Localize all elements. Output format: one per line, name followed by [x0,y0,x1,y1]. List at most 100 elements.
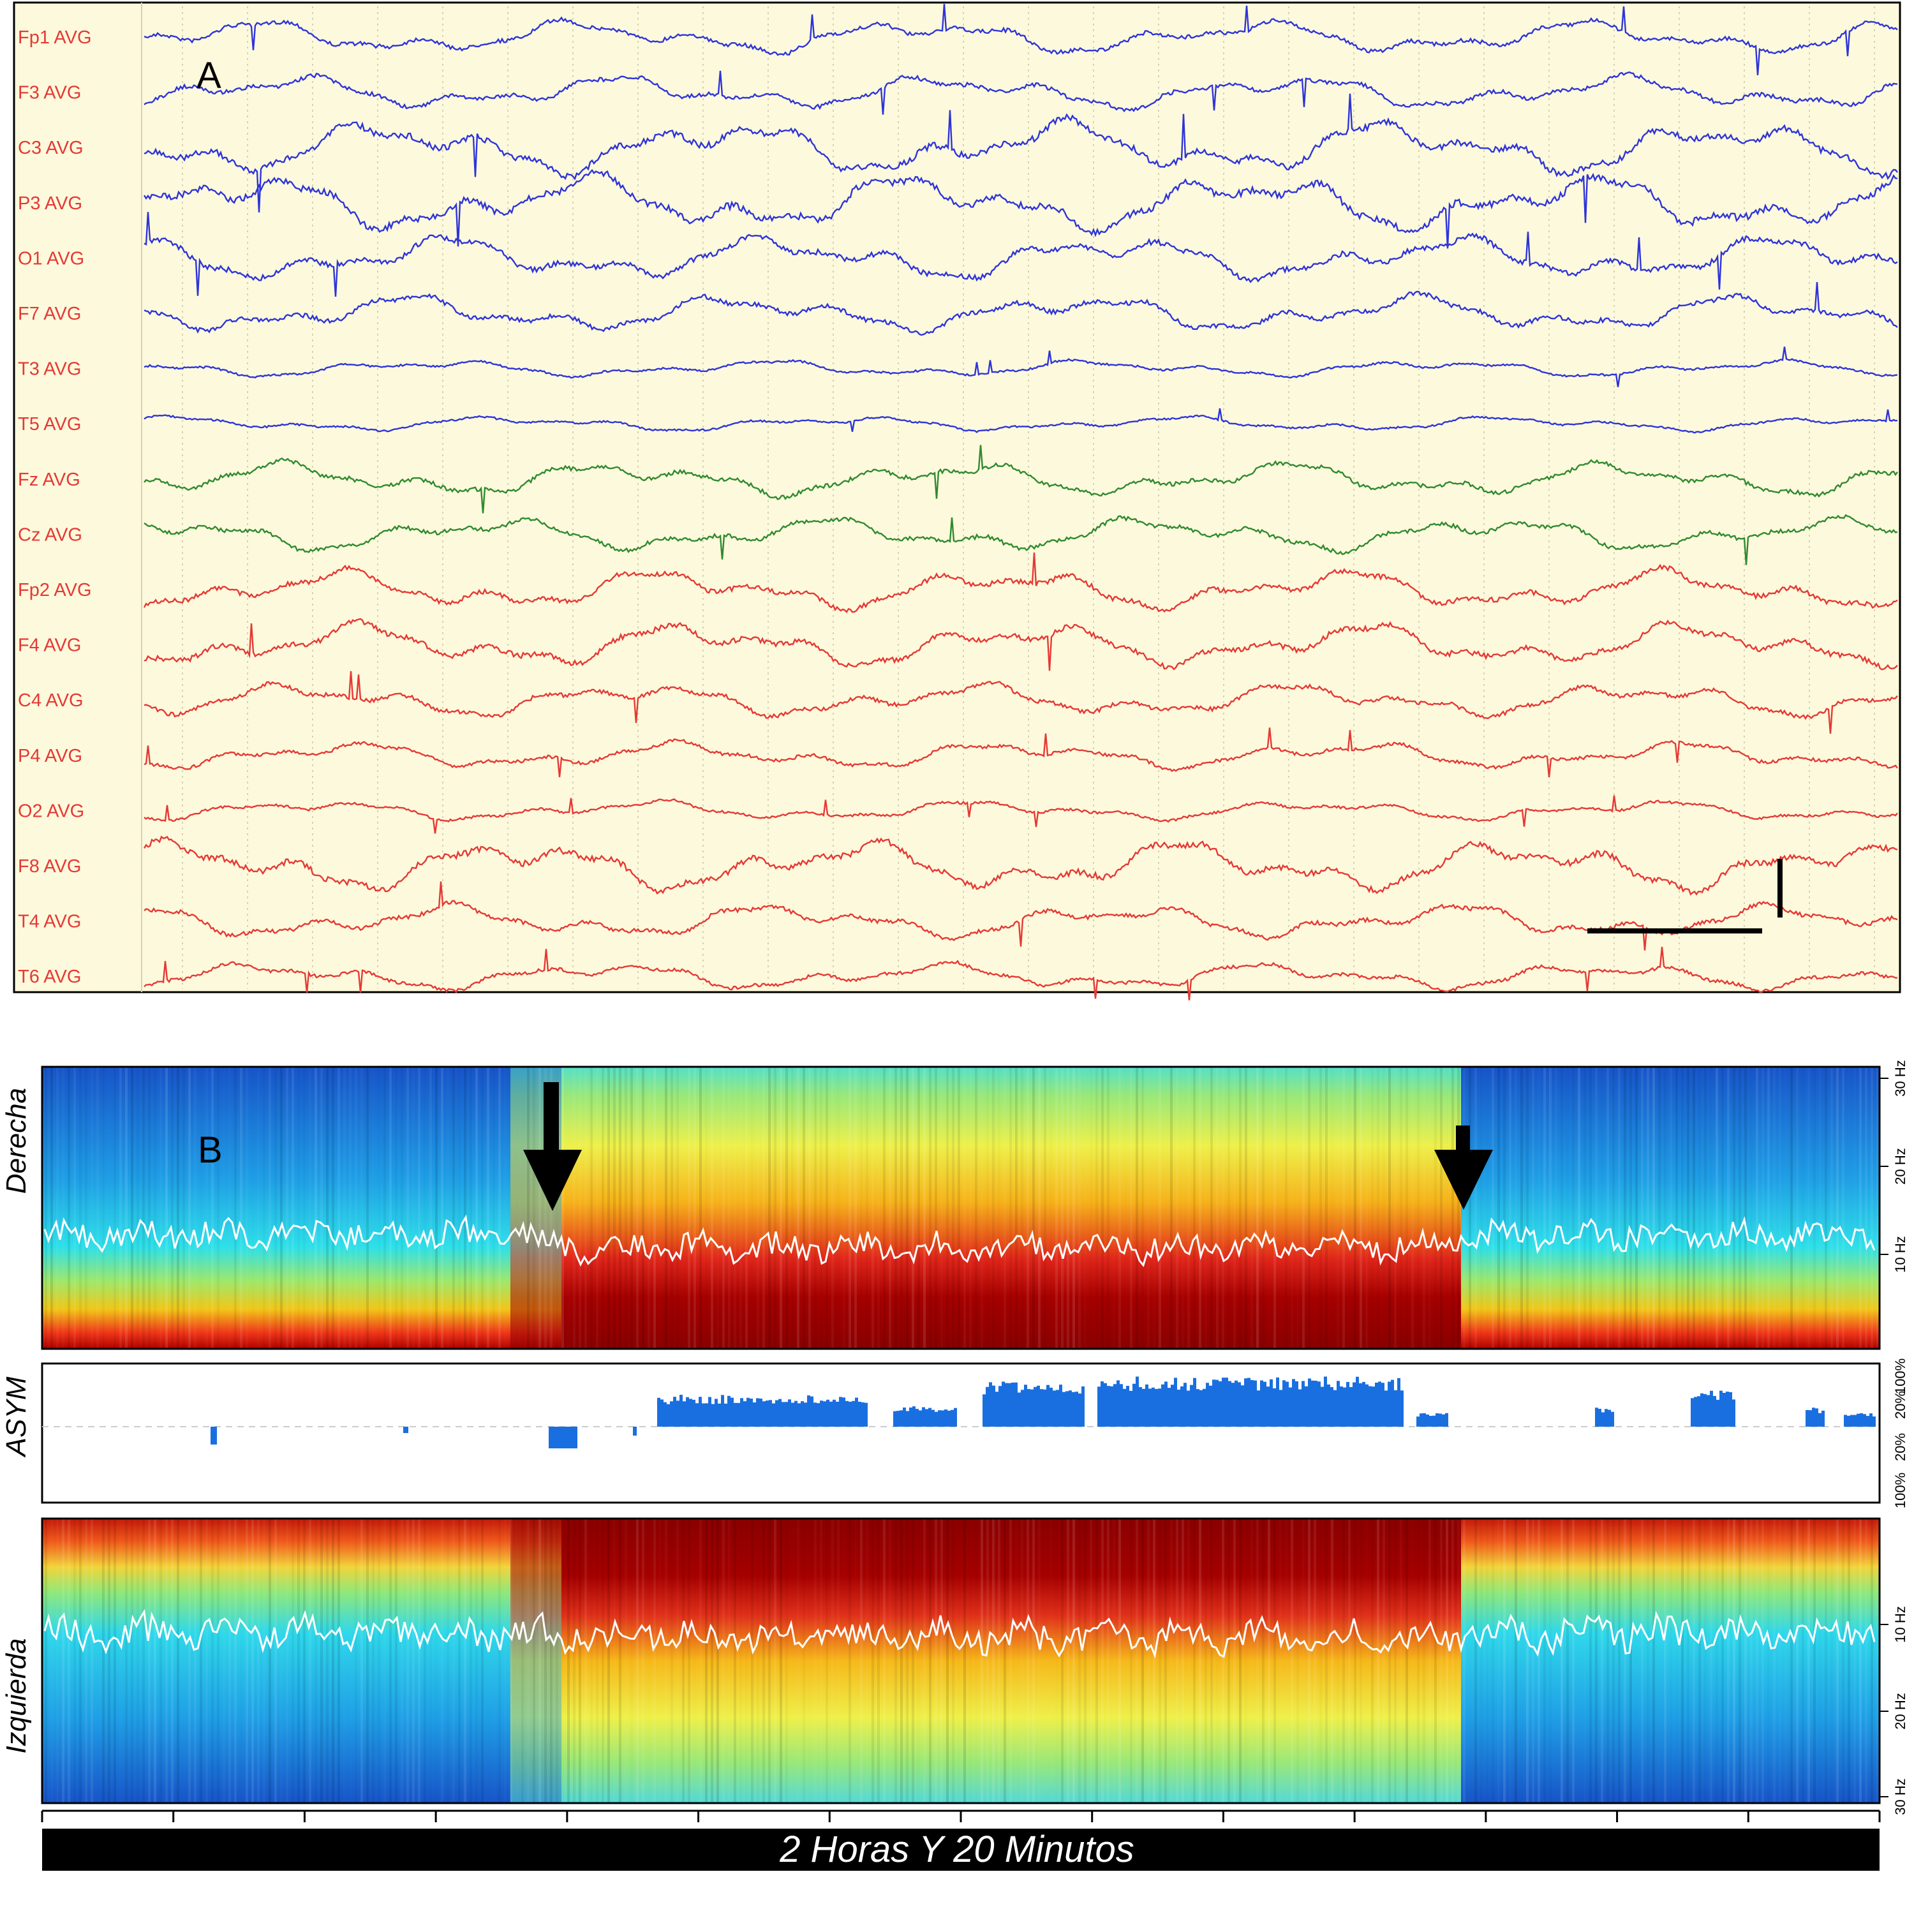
channel-label: T5 AVG [18,414,81,435]
spectrogram-column [544,1519,547,1803]
spectrogram-column [1773,1519,1776,1803]
spectrogram-column [1773,1067,1776,1349]
spectrogram-column [1595,1067,1598,1349]
spectrogram-column [1710,1519,1712,1803]
spectrogram-column [1365,1067,1368,1349]
spectrogram-column [1055,1067,1058,1349]
spectrogram-column [1704,1519,1707,1803]
seizure-onset-arrow [523,1082,582,1211]
spectrogram-column [1601,1519,1603,1803]
spectrogram-column [1744,1519,1747,1803]
spectrogram-column [1273,1519,1276,1803]
spectrogram-column [343,1067,346,1349]
spectrogram-column [1291,1519,1293,1803]
spectrogram-column [1072,1519,1075,1803]
spectrogram-column [1388,1519,1391,1803]
spectrogram-column [114,1067,116,1349]
spectrogram-column [274,1067,277,1349]
spectrogram-column [906,1067,909,1349]
eeg-traces [143,4,1898,1000]
spectrogram-column [441,1067,443,1349]
spectrogram-column [1130,1067,1132,1349]
spectrogram-column [406,1519,409,1803]
spectrogram-column [1176,1067,1178,1349]
eeg-trace [144,93,1898,212]
spectrogram-column [1572,1519,1575,1803]
eeg-trace [144,70,1898,115]
spectrogram-column [355,1519,357,1803]
spectrogram-column [975,1519,977,1803]
spectrogram-column [872,1067,874,1349]
spectrogram-column [447,1067,449,1349]
spectrogram-column [1727,1519,1730,1803]
spectrogram-column [1205,1067,1207,1349]
spectrogram-column [1331,1067,1333,1349]
spectrogram-column [493,1067,495,1349]
spectrogram-column [952,1067,954,1349]
spectrogram-column [1635,1067,1638,1349]
spectrogram-column [349,1519,352,1803]
spectrogram-column [963,1067,966,1349]
spectrogram-column [1354,1067,1356,1349]
spectrogram-column [757,1067,759,1349]
spectrogram-column [1578,1067,1580,1349]
spectrogram-column [165,1067,168,1349]
spectrogram-column [894,1519,897,1803]
spectrogram-column [705,1519,708,1803]
spectrogram-column [1245,1067,1247,1349]
spectrogram-column [516,1067,518,1349]
spectrogram-column [1124,1519,1127,1803]
spectrogram-column [234,1519,237,1803]
spectrogram-column [1308,1519,1310,1803]
spectrogram-column [251,1519,254,1803]
spectrogram-column [1268,1519,1270,1803]
spectrogram-column [527,1067,530,1349]
spectrogram-column [188,1519,191,1803]
spectrogram-column [619,1067,621,1349]
spectrogram-column [372,1067,375,1349]
spectrogram-column [1233,1067,1236,1349]
spectrogram-column [91,1519,93,1803]
asymmetry-panel: ASYM 100%20%20%100% [1,1358,1908,1508]
spectrogram-column [854,1519,857,1803]
spectrogram-column [1693,1519,1695,1803]
spectrogram-column [326,1519,329,1803]
spectrogram-column [636,1519,639,1803]
spectrogram-column [728,1519,731,1803]
spectrogram-column [1182,1519,1184,1803]
spectrogram-column [625,1519,627,1803]
spectrogram-column [1767,1519,1770,1803]
spectrogram-column [1009,1519,1012,1803]
panel-b-letter: B [198,1129,223,1171]
spectrogram-column [1067,1067,1069,1349]
spectrogram-column [1250,1067,1253,1349]
spectrogram-column [1061,1519,1064,1803]
spectrogram-column [1629,1519,1632,1803]
spectrogram-column [1044,1519,1046,1803]
spectrogram-column [774,1519,776,1803]
spectrogram-column [1578,1519,1580,1803]
spectrogram-column [992,1067,995,1349]
spectrogram-column [286,1067,288,1349]
spectrogram-column [234,1067,237,1349]
spectrogram-column [1830,1519,1833,1803]
spectrogram-column [602,1067,604,1349]
spectrogram-column [1147,1519,1150,1803]
spectrogram-column [1538,1067,1540,1349]
spectrogram-column [429,1067,432,1349]
time-axis: 2 Horas Y 20 Minutos [41,1809,1881,1871]
eeg-trace [144,346,1898,387]
spectrogram-column [154,1067,156,1349]
spectrogram-column [745,1519,748,1803]
spectrogram-column [940,1067,943,1349]
time-axis-ticks [41,1811,1881,1822]
spectrogram-column [79,1519,82,1803]
channel-label: Cz AVG [18,524,82,545]
spectrogram-column [297,1519,300,1803]
time-label-bar [42,1829,1880,1871]
asymmetry-bars [211,1376,1876,1448]
spectrogram-column [1446,1519,1448,1803]
spectrogram-column [286,1519,288,1803]
spectrogram-column [734,1067,736,1349]
spectrogram-column [1136,1519,1138,1803]
